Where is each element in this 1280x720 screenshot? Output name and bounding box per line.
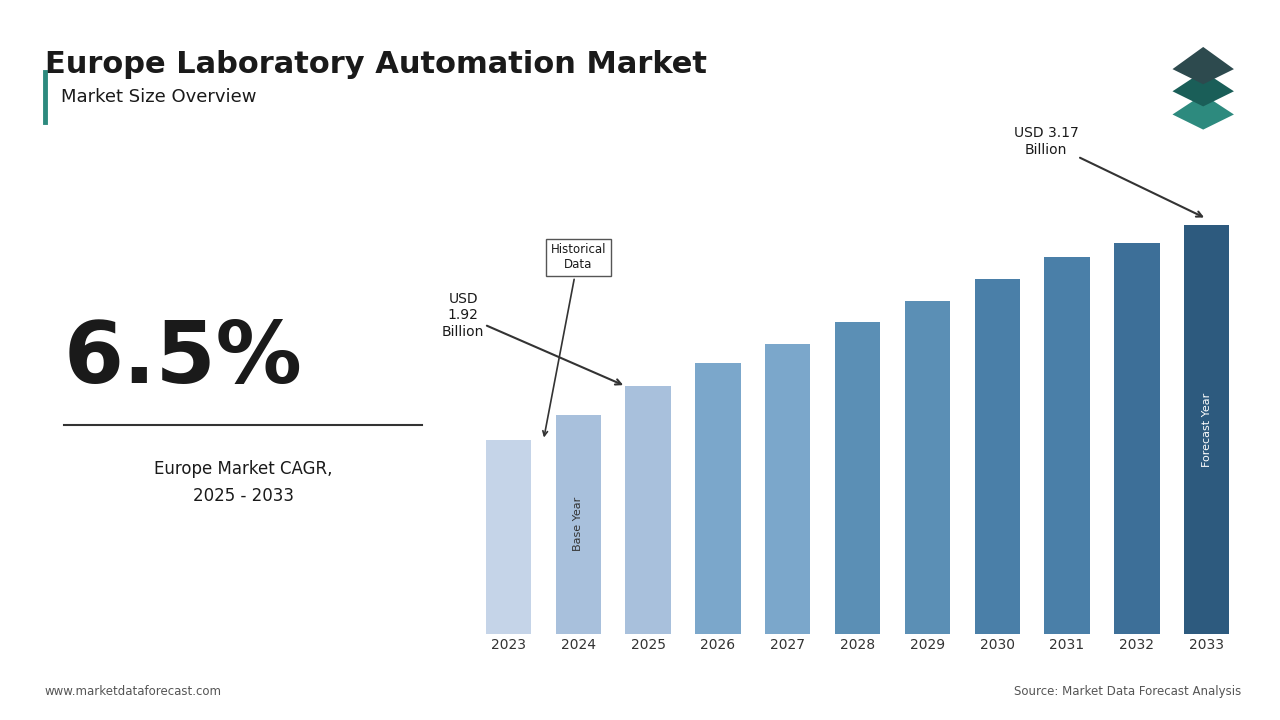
Bar (556, 415, 602, 634)
Bar (486, 441, 531, 634)
Polygon shape (1172, 94, 1234, 130)
Text: Source: Market Data Forecast Analysis: Source: Market Data Forecast Analysis (1014, 685, 1242, 698)
Bar (1114, 243, 1160, 634)
Bar (765, 343, 810, 634)
Bar (1044, 257, 1089, 634)
Text: www.marketdataforecast.com: www.marketdataforecast.com (45, 685, 221, 698)
Text: Historical
Data: Historical Data (543, 243, 605, 436)
Bar (835, 322, 881, 634)
Bar (626, 386, 671, 634)
Bar (974, 279, 1020, 634)
Text: Base Year: Base Year (573, 497, 584, 552)
Polygon shape (1172, 47, 1234, 84)
Text: Market Size Overview: Market Size Overview (61, 89, 257, 107)
Text: Europe Laboratory Automation Market: Europe Laboratory Automation Market (45, 50, 707, 79)
Bar (1184, 225, 1229, 634)
Text: USD 3.17
Billion: USD 3.17 Billion (1014, 126, 1202, 217)
Text: USD
1.92
Billion: USD 1.92 Billion (442, 292, 621, 384)
Bar (695, 363, 741, 634)
Text: Forecast Year: Forecast Year (1202, 392, 1212, 467)
Text: Europe Market CAGR,
2025 - 2033: Europe Market CAGR, 2025 - 2033 (154, 460, 333, 505)
Text: 6.5%: 6.5% (64, 318, 303, 402)
Polygon shape (1172, 71, 1234, 107)
Bar (905, 301, 950, 634)
